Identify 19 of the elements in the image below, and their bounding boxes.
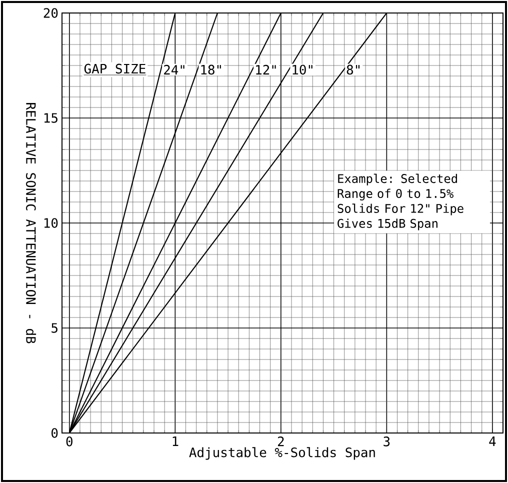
x-tick-label: 0	[66, 436, 72, 446]
x-tick-label: 3	[384, 436, 390, 446]
y-tick-label: 0	[52, 428, 58, 438]
x-tick-label: 1	[172, 436, 178, 446]
y-tick-label: 10	[44, 218, 58, 228]
legend-label: 24"	[164, 64, 184, 75]
series-label: 12"	[256, 64, 276, 75]
series-label: 8"	[346, 64, 360, 75]
x-tick-label: 2	[278, 436, 284, 446]
y-tick-label: 5	[52, 323, 58, 333]
y-axis-title: RELATIVE SONIC ATTENUATION - dB	[26, 103, 36, 344]
legend-title: GAP SIZE	[84, 64, 146, 74]
series-label: 18"	[201, 64, 221, 75]
y-tick-label: 20	[44, 8, 58, 18]
x-axis-title: Adjustable %-Solids Span	[189, 447, 375, 460]
annotation: Example: Selected Range of 0 to 1.5% Solids For 12" Pipe Gives 15dB Span	[338, 174, 464, 230]
x-tick-label: 4	[489, 436, 496, 446]
y-tick-label: 15	[44, 113, 58, 123]
series-label: 10"	[292, 64, 312, 75]
